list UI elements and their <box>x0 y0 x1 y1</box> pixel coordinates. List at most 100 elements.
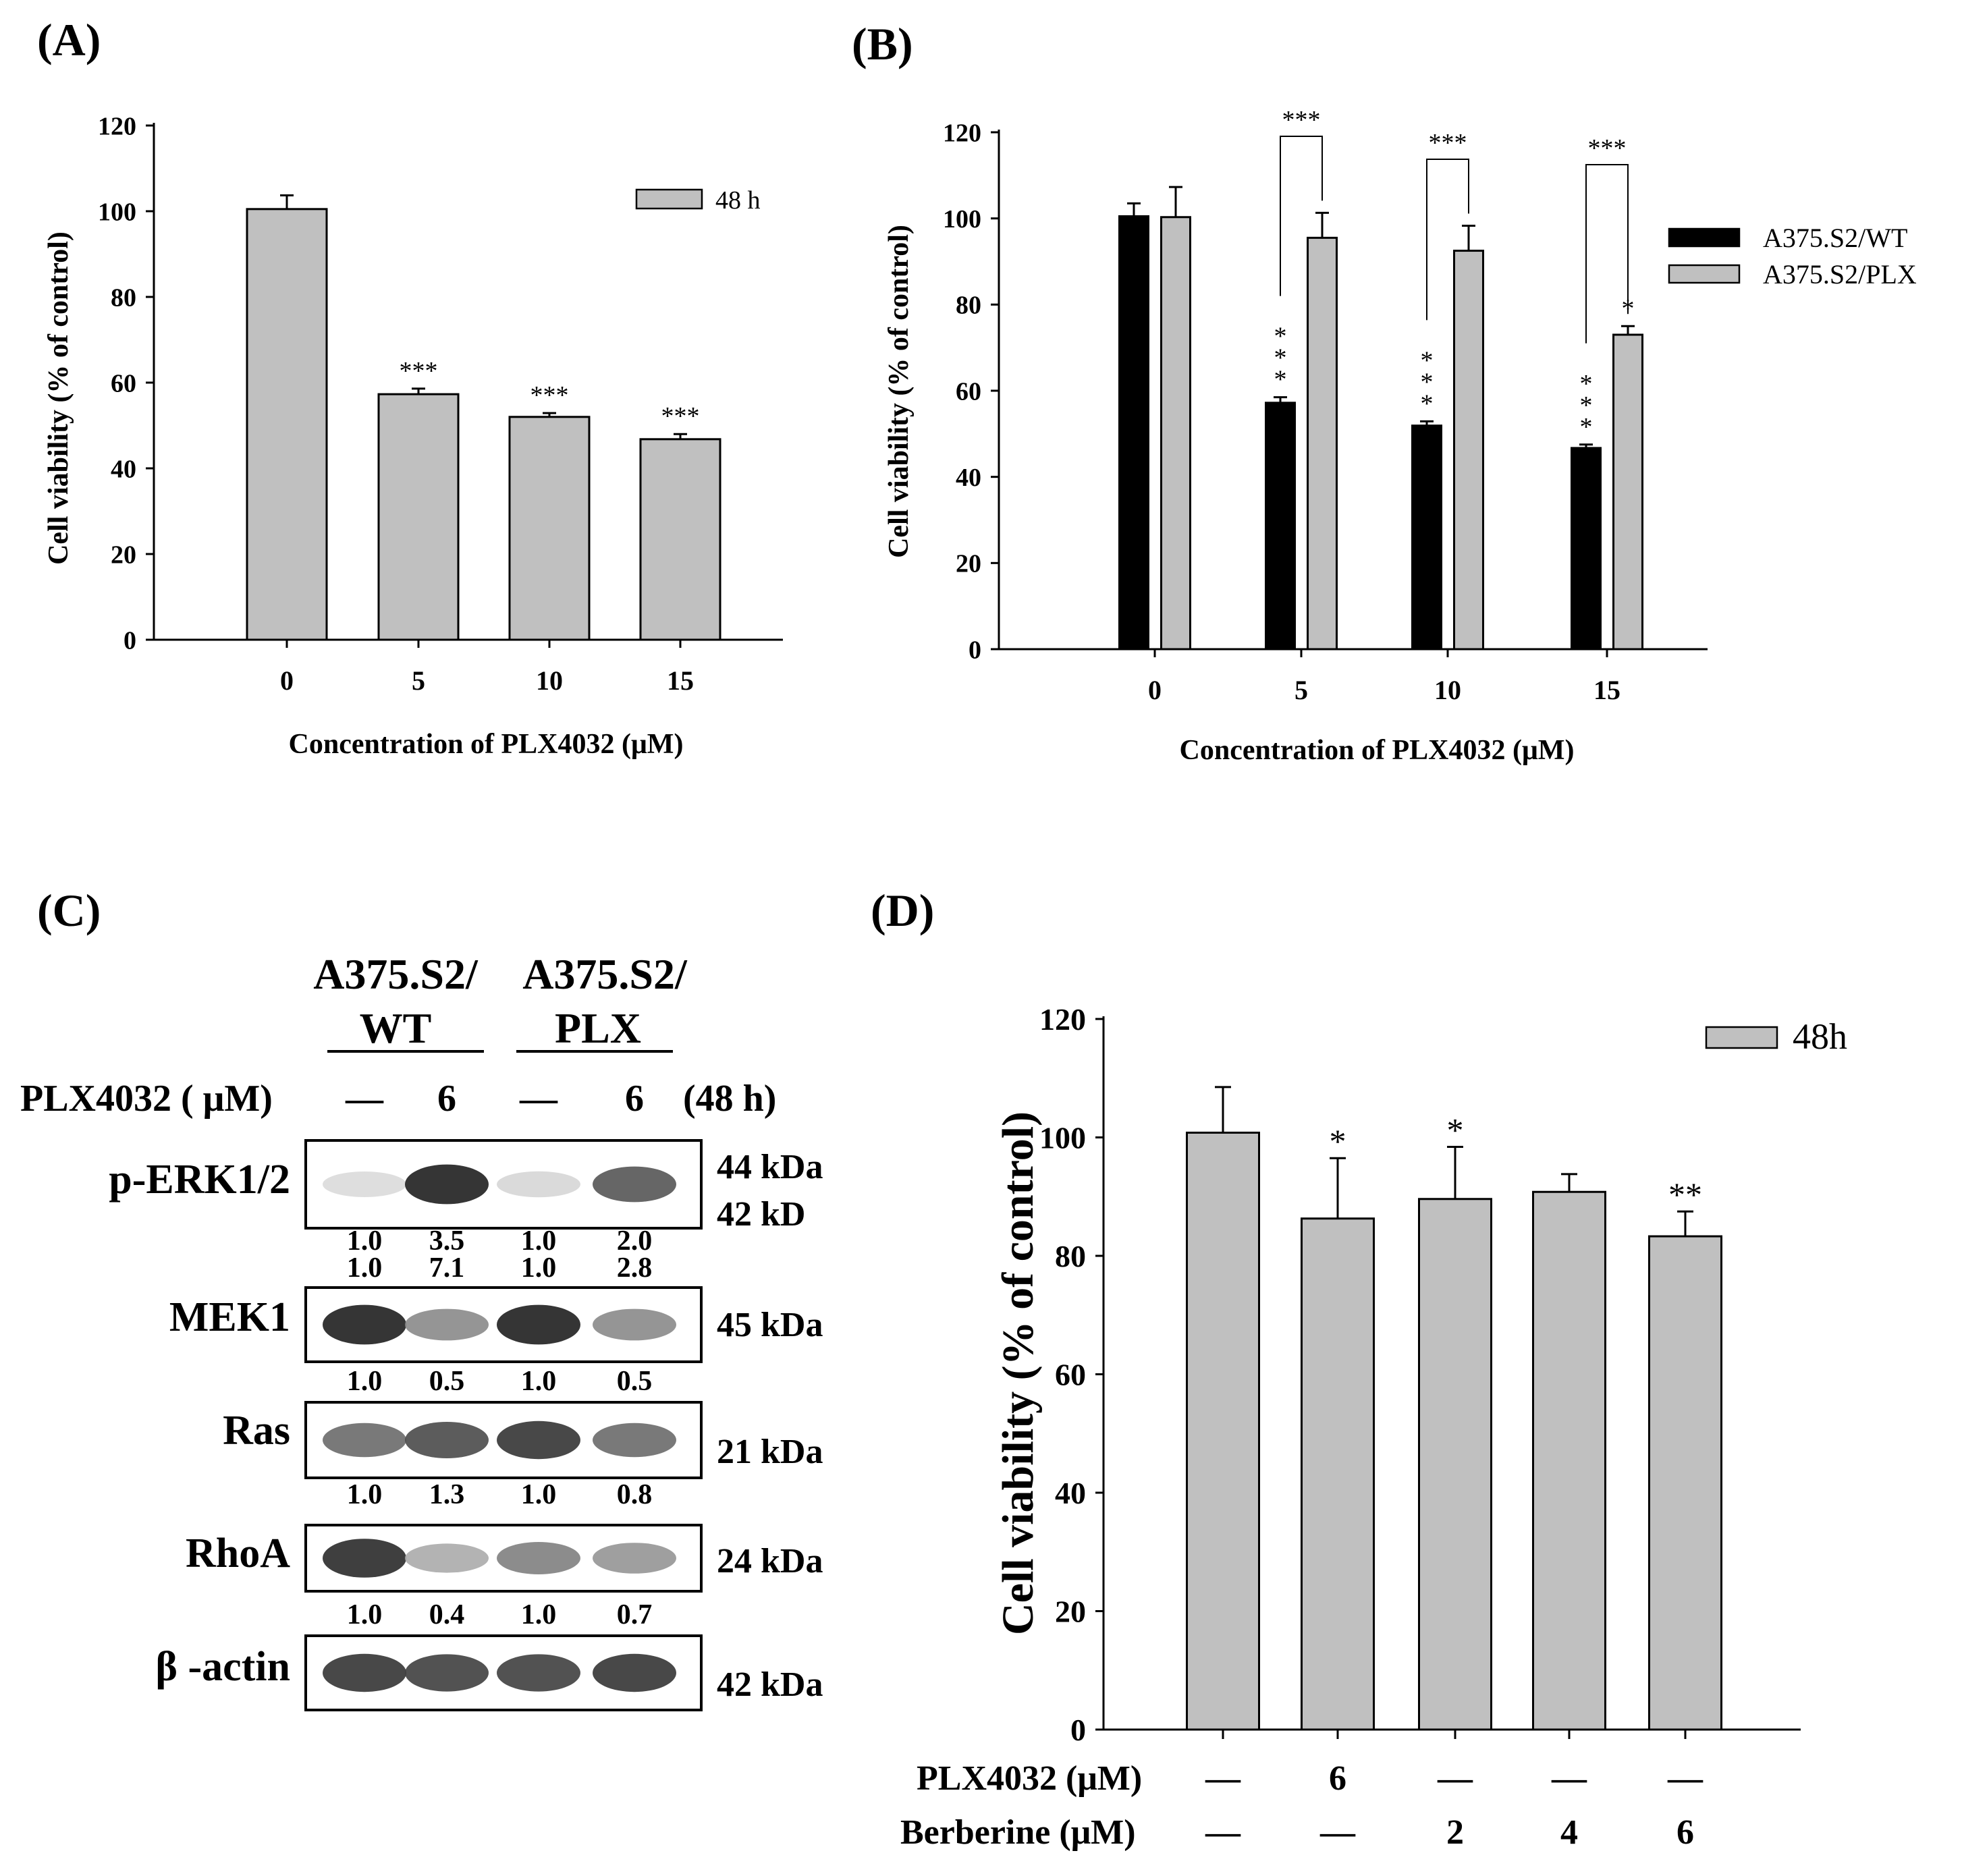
blot-quant-value: 0.4 <box>429 1599 465 1630</box>
panel-b-bracket <box>1585 164 1629 343</box>
blot-band <box>405 1164 489 1205</box>
panel-d-ytick-label: 80 <box>1055 1239 1086 1273</box>
group-wt-line2: WT <box>360 1004 432 1052</box>
blot-quant-value: 0.5 <box>617 1366 653 1397</box>
panel-b-significance-wt: * <box>1421 346 1434 375</box>
panel-b-significance-wt: * <box>1421 389 1434 418</box>
panel-a-bar <box>508 416 591 641</box>
panel-b-ytick-label: 80 <box>956 292 981 320</box>
blot-band <box>593 1423 676 1458</box>
blot-quant-value: 0.8 <box>617 1479 653 1510</box>
blot-band <box>497 1304 580 1345</box>
blot-band <box>497 1654 580 1692</box>
panel-b-xtick-label: 5 <box>1295 675 1308 705</box>
panel-d-ytick-label: 100 <box>1039 1121 1086 1155</box>
panel-d-row2-value: — <box>1319 1813 1356 1852</box>
panel-d-row1-value: 6 <box>1329 1759 1346 1798</box>
lane-4-value: 6 <box>625 1078 644 1120</box>
blot-band <box>593 1543 676 1574</box>
panel-a-ytick-label: 80 <box>111 283 136 312</box>
panel-b: (B) Cell viability (% of control) Concen… <box>852 18 1917 766</box>
blot-quant-value: 1.0 <box>521 1252 557 1284</box>
panel-c-label: (C) <box>37 885 101 936</box>
panel-d: (D) Cell viability (% of control) 48h PL… <box>871 885 1847 1852</box>
panel-a-ytick-label: 40 <box>111 455 136 483</box>
blot-band <box>323 1423 406 1458</box>
panel-d-legend-label: 48h <box>1793 1016 1847 1057</box>
blot-band <box>497 1542 580 1574</box>
panel-a-plot: 0 20 40 60 80 100 120 0 *** 5 *** 10 *** 15 <box>98 112 783 696</box>
panel-a-xtick-label: 0 <box>280 665 294 696</box>
panel-b-significance-wt: * <box>1580 391 1593 420</box>
panel-d-bar <box>1648 1235 1722 1731</box>
panel-d-ytick-label: 40 <box>1055 1476 1086 1510</box>
lane-2-value: 6 <box>437 1078 456 1120</box>
panel-b-ytick-label: 0 <box>969 636 981 664</box>
blot-size-label: 44 kDa <box>717 1148 823 1186</box>
panel-a-xlabel: Concentration of PLX4032 (μM) <box>289 729 684 760</box>
blot-quant-value: 1.0 <box>521 1599 557 1630</box>
panel-d-ytick-label: 120 <box>1039 1002 1086 1037</box>
panel-b-significance-wt: * <box>1274 344 1287 373</box>
blot-size-label: 21 kDa <box>717 1433 823 1471</box>
panel-b-bracket <box>1280 136 1323 296</box>
panel-b-ytick-label: 60 <box>956 377 981 406</box>
blot-band <box>497 1171 580 1198</box>
panel-a-significance: *** <box>661 402 700 431</box>
panel-a-significance: *** <box>530 381 569 410</box>
panel-a-xtick-label: 15 <box>667 665 694 696</box>
panel-a-ytick-label: 100 <box>98 198 136 226</box>
panel-d-bar <box>1301 1217 1375 1731</box>
panel-d-row2-value: 2 <box>1446 1813 1464 1852</box>
blot-band <box>323 1304 406 1345</box>
lane-1-value: — <box>345 1078 384 1120</box>
blot-quant-value: 1.0 <box>347 1479 383 1510</box>
panel-a-significance: *** <box>400 357 438 385</box>
lane-3-value: — <box>519 1078 558 1120</box>
panel-b-bracket <box>1426 159 1469 321</box>
panel-b-bar-plx <box>1160 216 1191 651</box>
panel-d-ytick-label: 20 <box>1055 1595 1086 1629</box>
panel-b-ytick-label: 40 <box>956 464 981 492</box>
panel-b-label: (B) <box>852 18 913 70</box>
blot-label: p-ERK1/2 <box>109 1157 290 1203</box>
panel-a-bar <box>377 393 460 641</box>
blot-quant-value: 1.3 <box>429 1479 465 1510</box>
panel-b-bar-wt <box>1118 215 1149 651</box>
panel-a-label: (A) <box>37 14 101 65</box>
blot-quant-value: 1.0 <box>521 1366 557 1397</box>
blot-band <box>593 1308 676 1341</box>
panel-b-significance-wt: * <box>1274 366 1287 394</box>
panel-d-row2-value: — <box>1205 1813 1241 1852</box>
panel-b-ytick-label: 20 <box>956 550 981 578</box>
panel-d-row2-value: 6 <box>1677 1813 1694 1852</box>
group-plx-line2: PLX <box>555 1004 641 1052</box>
blot-quant-value: 3.5 <box>429 1225 465 1257</box>
panel-b-significance-wt: * <box>1421 368 1434 396</box>
blot-label: β -actin <box>155 1644 290 1690</box>
blot-band <box>593 1166 676 1203</box>
blot-quant-value: 1.0 <box>521 1225 557 1257</box>
blot-label: MEK1 <box>169 1294 290 1340</box>
panel-a: (A) Cell viability (% of control) Concen… <box>37 14 783 760</box>
panel-b-xtick-label: 0 <box>1148 675 1162 705</box>
blot-quant-value: 0.7 <box>617 1599 653 1630</box>
panel-d-row1-value: — <box>1437 1759 1473 1798</box>
group-wt-line1: A375.S2/ <box>313 950 479 998</box>
panel-a-bar <box>639 438 721 641</box>
blot-band <box>405 1422 489 1458</box>
blot-band <box>323 1171 406 1197</box>
blot-quant-value: 1.0 <box>347 1252 383 1284</box>
panel-d-plot: 0 20 40 60 80 100 120 — — * 6 — * — 2 — 4 ** — 6 <box>1039 1002 1801 1852</box>
group-plx-line1: A375.S2/ <box>522 950 688 998</box>
blot-label: RhoA <box>186 1530 290 1576</box>
panel-a-legend-swatch <box>635 188 703 210</box>
panel-b-bar-plx <box>1612 333 1643 651</box>
panel-a-legend-label: 48 h <box>715 186 761 215</box>
panel-a-xtick-label: 5 <box>412 665 425 696</box>
panel-a-xtick-label: 10 <box>536 665 563 696</box>
panel-a-ytick-label: 20 <box>111 541 136 569</box>
panel-b-ytick-label: 100 <box>943 205 981 233</box>
